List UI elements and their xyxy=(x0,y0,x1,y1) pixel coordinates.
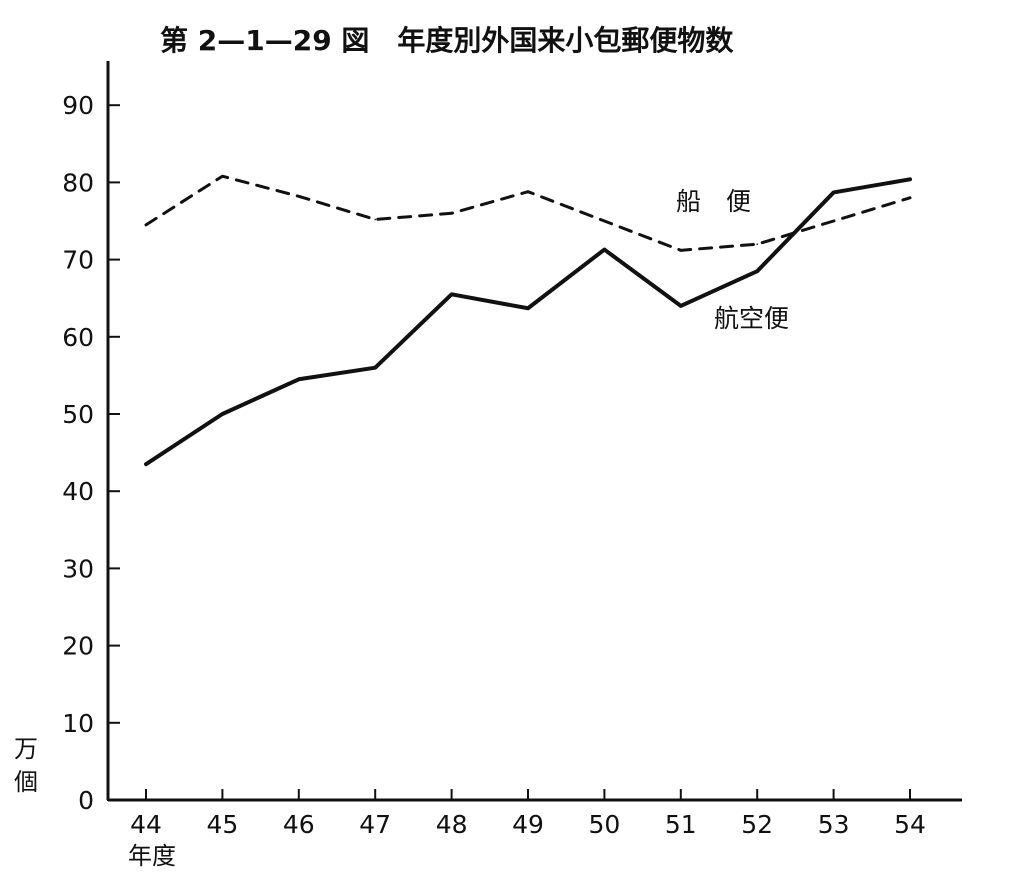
ship-mail-data-point xyxy=(909,197,911,199)
y-tick-label: 10 xyxy=(62,709,94,738)
x-tick-label: 52 xyxy=(741,810,773,839)
y-tick-label: 90 xyxy=(62,91,94,120)
x-tick-label: 44 xyxy=(130,810,162,839)
ship-mail-data-point xyxy=(145,224,147,226)
y-tick-label: 20 xyxy=(62,632,94,661)
airmail-data-point xyxy=(450,293,453,296)
airmail-data-point xyxy=(603,248,606,251)
airmail-data-point xyxy=(298,378,300,381)
x-axis-label: 年度 xyxy=(128,842,176,870)
y-tick-label: 30 xyxy=(62,554,94,583)
x-tick-label: 47 xyxy=(359,810,391,839)
x-tick-label: 48 xyxy=(436,810,468,839)
y-axis-label-line-1: 万 xyxy=(14,735,38,763)
x-tick-label: 45 xyxy=(206,810,238,839)
y-tick-label: 60 xyxy=(62,323,94,352)
airmail-data-point xyxy=(145,463,147,465)
airmail-data-point xyxy=(527,307,529,310)
x-tick-label: 54 xyxy=(894,810,926,839)
y-axis-label-line-2: 個 xyxy=(14,768,38,796)
airmail-series-line xyxy=(144,177,912,467)
ship-mail-data-point xyxy=(221,175,224,178)
airmail-data-point xyxy=(756,270,758,272)
ship-mail-data-point xyxy=(450,212,453,215)
ship-mail-data-point xyxy=(527,190,529,193)
y-tick-label: 40 xyxy=(62,477,94,506)
x-tick-label: 46 xyxy=(283,810,315,839)
ship-mail-data-point xyxy=(603,220,606,222)
ship-mail-data-point xyxy=(374,218,377,221)
ship-mail-data-point xyxy=(832,220,835,222)
airmail-data-point xyxy=(221,413,224,415)
ship-mail-data-point xyxy=(756,243,758,245)
series-label-air: 航空便 xyxy=(714,304,789,333)
airmail-data-point xyxy=(832,191,835,194)
ship-mail-series-line xyxy=(144,174,912,252)
point-layer xyxy=(145,175,911,465)
ship-mail-data-point xyxy=(680,249,682,252)
airmail-data-point xyxy=(374,366,377,369)
y-ticks: 0 10 20 30 40 50 60 70 80 90 xyxy=(62,91,120,815)
airmail-data-point xyxy=(909,178,911,181)
x-tick-label: 51 xyxy=(665,810,697,839)
y-tick-label: 0 xyxy=(78,786,94,815)
x-tick-label: 50 xyxy=(588,810,620,839)
x-ticks: 44 45 46 47 48 49 50 51 52 53 54 xyxy=(130,789,926,839)
x-tick-label: 49 xyxy=(512,810,544,839)
y-tick-label: 70 xyxy=(62,246,94,275)
y-tick-label: 50 xyxy=(62,400,94,429)
y-tick-label: 80 xyxy=(62,168,94,197)
airmail-data-point xyxy=(680,305,682,307)
series-label-ship: 船 便 xyxy=(676,187,751,216)
series-layer xyxy=(144,174,912,467)
ship-mail-data-point xyxy=(298,195,300,198)
x-tick-label: 53 xyxy=(818,810,850,839)
chart-title: 第 2—1—29 図 年度別外国来小包郵便物数 xyxy=(160,24,734,57)
axes xyxy=(106,61,962,802)
